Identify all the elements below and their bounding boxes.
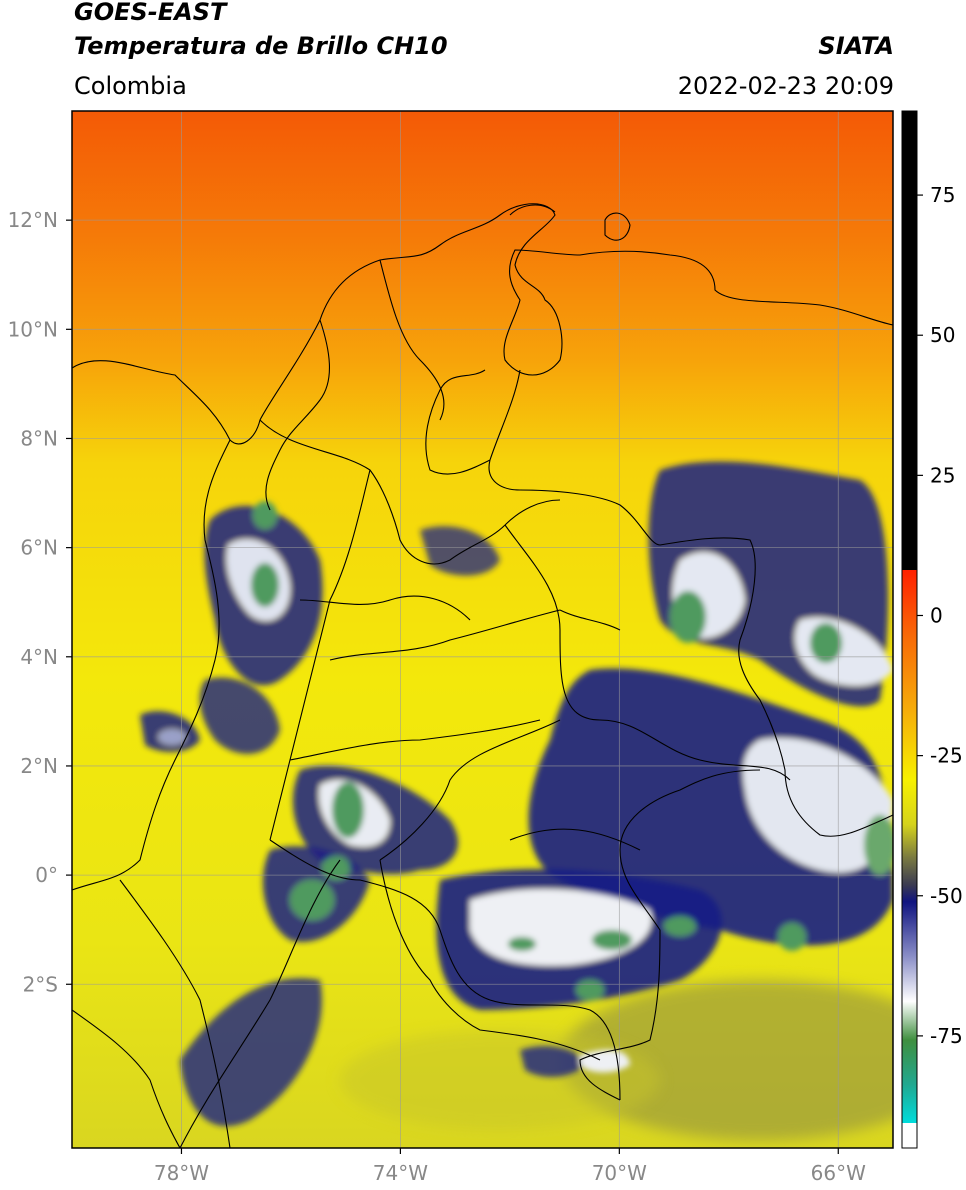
map-panel: [72, 111, 893, 1148]
brand-label: SIATA: [818, 32, 894, 60]
lat-tick-label: 0°: [35, 863, 58, 887]
satellite-title: GOES-EAST: [74, 0, 227, 26]
lat-tick-label: 2°N: [20, 754, 58, 778]
longitude-axis: 78°W 74°W 70°W 66°W: [154, 1148, 866, 1185]
colorbar-tick-label: 75: [930, 183, 955, 207]
map-frame: [71, 110, 894, 1149]
lon-tick-label: 74°W: [373, 1161, 428, 1185]
colorbar-tick-label: 50: [930, 323, 955, 347]
colorbar-tick-label: -25: [930, 744, 963, 768]
latitude-axis: 12°N 10°N 8°N 6°N 4°N 2°N 0° 2°S: [8, 208, 72, 996]
product-title: Temperatura de Brillo CH10: [74, 32, 448, 60]
colorbar-tick-label: -50: [930, 884, 963, 908]
lon-tick-label: 70°W: [592, 1161, 647, 1185]
lat-tick-label: 6°N: [20, 536, 58, 560]
datetime-label: 2022-02-23 20:09: [677, 72, 894, 100]
colorbar-black-segment: [902, 111, 917, 570]
colorbar: 75 50 25 0 -25 -50 -75: [901, 110, 963, 1149]
lat-tick-label: 2°S: [23, 972, 58, 996]
olive-region-2: [340, 1030, 660, 1130]
lat-tick-label: 8°N: [20, 426, 58, 450]
lon-tick-label: 78°W: [154, 1161, 209, 1185]
colorbar-ticks: 75 50 25 0 -25 -50 -75: [917, 183, 963, 1048]
colorbar-tick-label: 0: [930, 603, 943, 627]
colorbar-tick-label: 25: [930, 463, 955, 487]
lat-tick-label: 10°N: [8, 317, 58, 341]
country-borders: [72, 203, 893, 1148]
colorbar-gradient: [902, 570, 917, 1123]
lon-tick-label: 66°W: [811, 1161, 866, 1185]
region-label: Colombia: [74, 72, 187, 100]
colorbar-frame: [901, 110, 918, 1149]
colorbar-white-segment: [902, 1123, 917, 1148]
lat-tick-label: 4°N: [20, 645, 58, 669]
lat-tick-label: 12°N: [8, 208, 58, 232]
colorbar-tick-label: -75: [930, 1024, 963, 1048]
